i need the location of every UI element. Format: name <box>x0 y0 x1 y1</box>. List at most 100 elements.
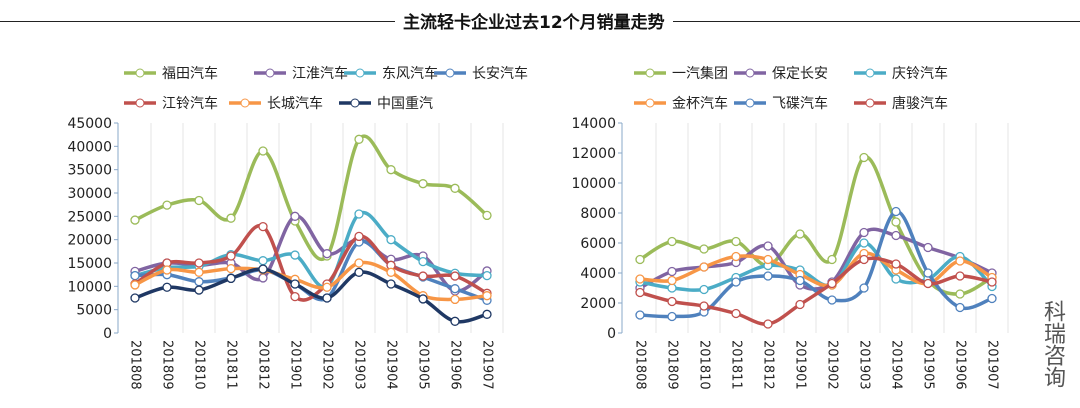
data-point <box>226 263 236 274</box>
data-point <box>667 266 677 277</box>
legend-label: 一汽集团 <box>672 65 728 82</box>
data-point <box>859 254 869 265</box>
data-point <box>731 251 741 262</box>
legend-label: 中国重汽 <box>377 96 433 112</box>
data-point <box>354 134 364 144</box>
legend-marker <box>135 98 145 108</box>
data-point <box>482 291 492 301</box>
y-tick-label: 20000 <box>67 233 112 249</box>
x-tick-label: 201904 <box>889 340 904 390</box>
y-tick-label: 25000 <box>67 209 112 225</box>
legend-label: 长安汽车 <box>472 65 528 82</box>
legend-marker <box>745 98 755 108</box>
data-point <box>891 274 901 284</box>
legend-marker <box>645 98 655 108</box>
legend-marker <box>355 68 365 78</box>
data-point <box>667 275 677 286</box>
data-point <box>667 311 677 322</box>
data-point <box>955 302 965 313</box>
data-point <box>923 278 933 289</box>
data-point <box>635 274 645 284</box>
legend-label: 长城汽车 <box>267 95 323 112</box>
data-point <box>354 231 364 242</box>
x-tick-label: 201906 <box>953 340 968 390</box>
y-tick-label: 35000 <box>67 163 112 179</box>
data-point <box>635 310 645 320</box>
data-point <box>859 238 869 248</box>
data-point <box>290 211 300 221</box>
data-point <box>226 251 236 261</box>
x-tick-label: 201905 <box>416 340 431 390</box>
legend-label: 飞碟汽车 <box>772 95 828 112</box>
data-point <box>827 278 837 289</box>
x-tick-label: 201811 <box>729 340 744 390</box>
watermark: 科瑞咨询 <box>1040 300 1065 388</box>
y-tick-label: 12000 <box>571 146 616 162</box>
data-point <box>731 236 741 247</box>
data-point <box>699 262 709 272</box>
data-point <box>763 271 773 281</box>
data-point <box>450 271 460 281</box>
data-point <box>859 283 869 293</box>
data-point <box>482 210 492 221</box>
data-point <box>731 308 741 319</box>
data-point <box>354 267 364 277</box>
data-point <box>955 271 965 281</box>
data-point <box>699 301 709 311</box>
legend-label: 金杯汽车 <box>672 95 728 112</box>
y-tick-label: 40000 <box>67 139 112 155</box>
data-point <box>795 229 805 239</box>
data-point <box>482 270 492 281</box>
x-tick-label: 201809 <box>160 340 175 390</box>
data-point <box>258 221 268 232</box>
data-point <box>859 152 869 163</box>
legend-marker <box>135 68 145 78</box>
legend-label: 唐骏汽车 <box>892 95 948 112</box>
y-tick-label: 14000 <box>571 116 616 132</box>
data-point <box>194 285 204 295</box>
data-point <box>226 273 236 284</box>
data-point <box>418 271 428 281</box>
data-point <box>386 267 396 277</box>
data-point <box>763 254 773 265</box>
x-tick-label: 201809 <box>665 340 680 390</box>
data-point <box>891 217 901 227</box>
data-point <box>162 282 172 292</box>
data-point <box>827 295 837 305</box>
data-point <box>258 146 268 156</box>
data-point <box>322 249 332 259</box>
y-tick-label: 30000 <box>67 186 112 202</box>
legend-marker <box>265 68 275 78</box>
x-tick-label: 201904 <box>384 340 399 390</box>
data-point <box>923 242 933 253</box>
data-point <box>418 179 428 189</box>
y-tick-label: 10000 <box>67 279 112 295</box>
legend-marker <box>865 68 875 78</box>
data-point <box>450 316 460 326</box>
data-point <box>194 267 204 277</box>
data-point <box>450 183 460 193</box>
data-point <box>923 268 933 278</box>
data-point <box>827 254 837 265</box>
data-point <box>226 213 236 223</box>
y-tick-label: 0 <box>607 326 616 342</box>
legend-label: 江淮汽车 <box>292 65 348 82</box>
x-tick-label: 201808 <box>128 340 143 390</box>
x-tick-label: 201810 <box>697 340 712 390</box>
data-point <box>258 264 268 274</box>
x-tick-label: 201907 <box>480 340 495 390</box>
x-tick-label: 201901 <box>288 340 303 390</box>
data-point <box>699 284 709 295</box>
data-point <box>354 258 364 268</box>
x-tick-label: 201907 <box>985 340 1000 390</box>
x-tick-label: 201902 <box>825 340 840 390</box>
y-tick-label: 8000 <box>580 206 616 222</box>
data-point <box>386 235 396 245</box>
data-point <box>763 241 773 251</box>
data-point <box>667 296 677 307</box>
x-tick-label: 201906 <box>448 340 463 390</box>
x-tick-label: 201902 <box>320 340 335 390</box>
data-point <box>418 256 428 267</box>
